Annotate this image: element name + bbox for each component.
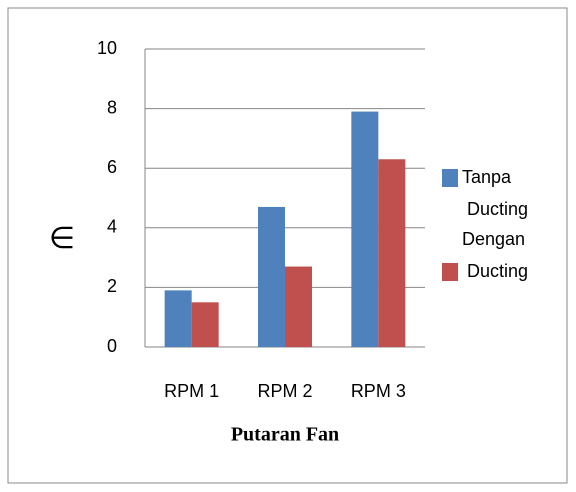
x-tick-label: RPM 3 xyxy=(351,381,406,401)
x-tick-label: RPM 2 xyxy=(257,381,312,401)
bar xyxy=(164,290,192,347)
bar xyxy=(191,302,219,347)
bar xyxy=(285,266,312,347)
y-tick-label: 8 xyxy=(107,97,117,117)
bar xyxy=(258,206,285,347)
y-tick-label: 2 xyxy=(107,276,117,296)
y-tick-label: 10 xyxy=(97,38,117,58)
x-tick-label: RPM 1 xyxy=(164,381,219,401)
x-axis-label: Putaran Fan xyxy=(231,424,339,446)
bar xyxy=(378,159,406,347)
chart-frame xyxy=(7,7,568,484)
legend-label: Dengan Ducting xyxy=(462,229,528,281)
legend-swatch xyxy=(442,263,458,281)
y-axis-label: ∈ xyxy=(49,222,75,255)
bar xyxy=(351,111,379,347)
y-tick-label: 4 xyxy=(107,217,117,237)
legend-swatch xyxy=(442,169,458,187)
y-tick-label: 0 xyxy=(107,336,117,356)
y-tick-label: 6 xyxy=(107,157,117,177)
legend-label: Tanpa Ducting xyxy=(462,167,528,219)
